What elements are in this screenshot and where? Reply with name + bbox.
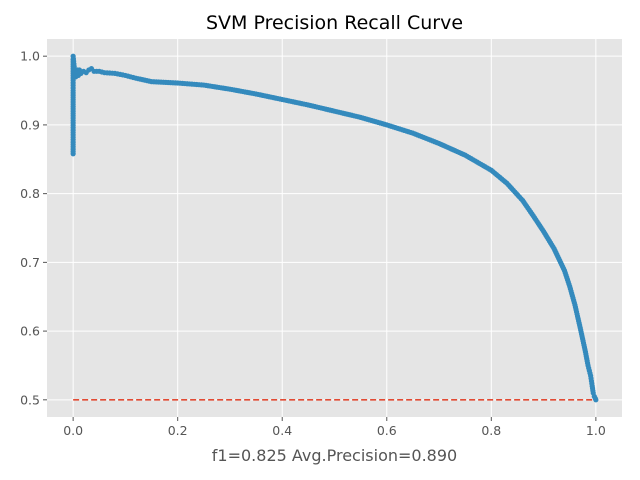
pr-point-dense — [408, 129, 414, 136]
x-tick-label: 0.4 — [272, 423, 292, 438]
pr-point-dense — [70, 90, 76, 96]
pr-point-dense — [94, 68, 100, 74]
pr-point-dense — [381, 121, 388, 127]
x-tick-label: 1.0 — [586, 423, 606, 438]
pr-point-dense — [70, 117, 76, 124]
pr-point-dense — [529, 211, 535, 217]
y-tick-label: 0.6 — [20, 324, 40, 339]
pr-point-dense — [109, 70, 115, 76]
pr-point-dense — [587, 370, 593, 376]
series-layer — [70, 53, 599, 403]
pr-point-dense — [70, 103, 76, 110]
y-tick-label: 0.5 — [20, 392, 40, 407]
pr-point-dense — [225, 86, 231, 92]
plot-area — [47, 39, 622, 417]
pr-point — [593, 397, 599, 403]
y-tick-label: 0.8 — [20, 186, 40, 201]
pr-point-dense — [571, 300, 577, 306]
x-tick-label: 0.6 — [377, 423, 397, 438]
pr-point-dense — [566, 281, 572, 287]
pr-point-dense — [502, 179, 508, 185]
pr-point-dense — [130, 74, 136, 81]
pr-point-dense — [146, 78, 152, 84]
pr-point-dense — [70, 80, 76, 86]
pr-point-dense — [550, 244, 556, 250]
pr-point-dense — [329, 108, 335, 114]
x-tick-label: 0.8 — [481, 423, 501, 438]
pr-point-dense — [582, 346, 588, 353]
pr-point-dense — [539, 226, 545, 233]
chart-title: SVM Precision Recall Curve — [206, 12, 463, 34]
tick-labels: 0.0 0.2 0.4 0.6 0.8 1.0 0.5 0.6 0.7 0.8 0.9 1.0 — [20, 49, 606, 438]
pr-point-dense — [584, 360, 591, 366]
pr-point-dense — [277, 96, 283, 102]
pr-point-dense — [120, 72, 126, 78]
pr-point-dense — [99, 69, 105, 75]
pr-point-dense — [172, 80, 178, 86]
pr-point-dense — [303, 101, 309, 108]
y-tick-label: 0.9 — [20, 117, 40, 132]
precision-recall-points — [70, 53, 599, 403]
pr-point-dense — [589, 380, 595, 387]
pr-point-dense — [76, 70, 82, 76]
pr-point-dense — [355, 114, 362, 120]
pr-point-dense — [560, 266, 567, 272]
pr-point-dense — [460, 151, 466, 157]
pr-point-dense — [590, 388, 596, 394]
pr-point-dense — [198, 82, 205, 88]
pr-point-dense — [70, 141, 76, 148]
pr-point-dense — [518, 196, 524, 202]
x-tick-label: 0.2 — [168, 423, 188, 438]
x-tick-label: 0.0 — [63, 423, 83, 438]
y-tick-label: 0.7 — [20, 255, 40, 270]
pr-point-dense — [434, 140, 440, 146]
pr-point-dense — [577, 322, 583, 328]
pr-point-dense — [251, 90, 257, 97]
pr-point-dense — [71, 61, 77, 67]
x-axis-label: f1=0.825 Avg.Precision=0.890 — [212, 446, 457, 465]
pr-point-dense — [486, 166, 492, 172]
y-tick-label: 1.0 — [20, 49, 40, 64]
